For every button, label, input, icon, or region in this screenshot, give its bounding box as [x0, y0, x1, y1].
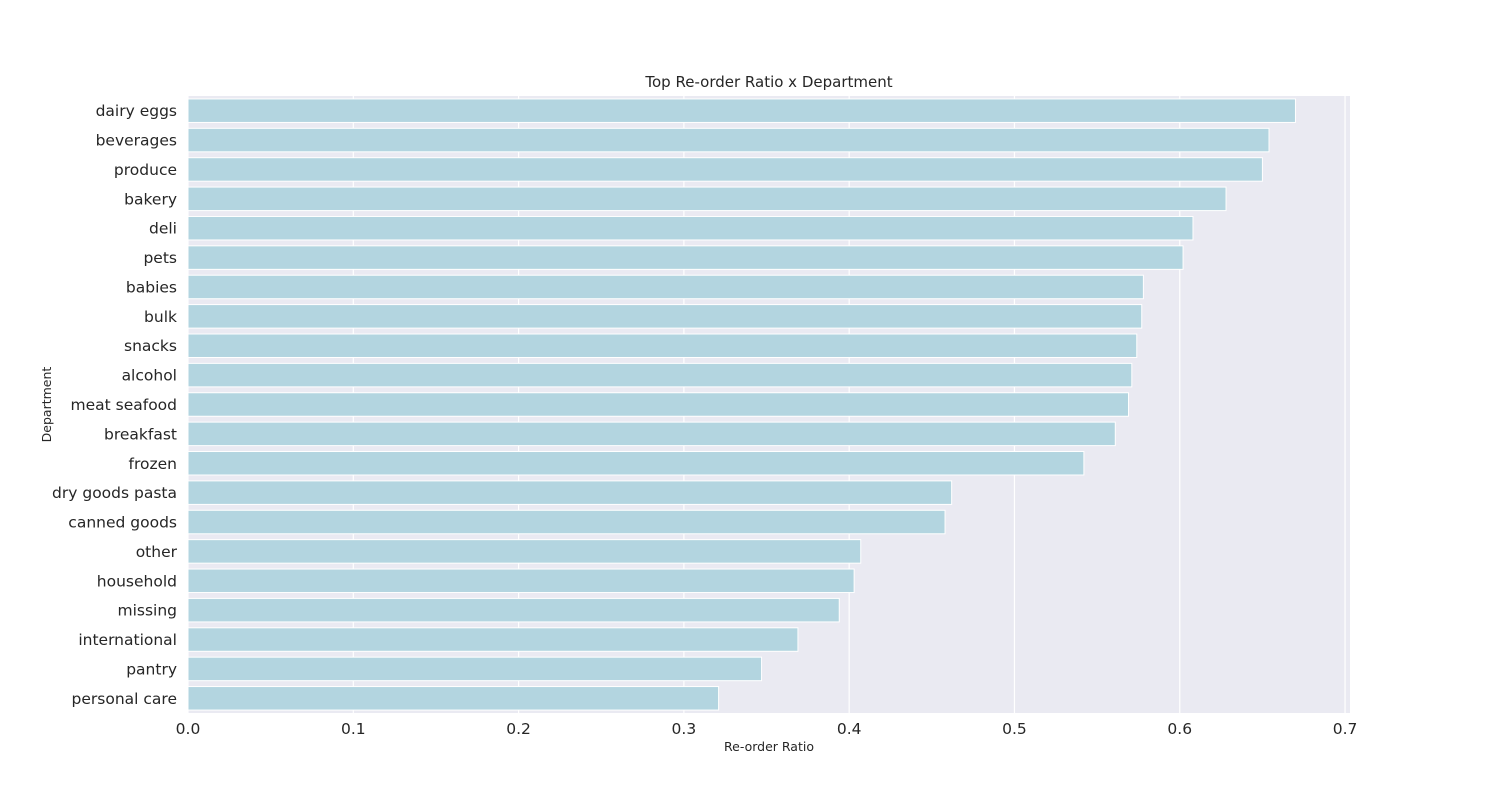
bar: [187, 157, 1263, 182]
bar: [187, 509, 946, 535]
x-tick-labels: 0.0 0.1 0.2 0.3 0.4 0.5 0.6 0.7: [176, 720, 1358, 738]
bar: [187, 362, 1133, 388]
bar: [187, 392, 1130, 417]
y-tick-label: produce: [114, 161, 177, 179]
x-tick-label: 0.4: [837, 720, 862, 738]
x-tick-label: 0.5: [1002, 720, 1027, 738]
y-tick-label: dairy eggs: [96, 102, 177, 120]
y-tick-label: household: [97, 572, 177, 590]
y-tick-label: snacks: [124, 337, 177, 355]
bar: [187, 245, 1184, 270]
x-tick-label: 0.7: [1333, 720, 1358, 738]
bar: [187, 274, 1144, 300]
y-tick-label: dry goods pasta: [52, 484, 177, 502]
y-tick-labels: dairy eggs beverages produce bakery deli pets…: [52, 102, 178, 708]
y-axis-label: Department: [39, 367, 54, 443]
bar: [187, 480, 953, 505]
y-tick-label: canned goods: [68, 514, 177, 532]
y-tick-label: missing: [117, 602, 177, 620]
x-tick-label: 0.0: [176, 720, 201, 738]
bar: [187, 686, 720, 711]
x-tick-label: 0.1: [341, 720, 366, 738]
bars: [187, 98, 1296, 711]
bar: [187, 421, 1116, 447]
y-tick-label: bakery: [124, 190, 177, 208]
y-tick-label: other: [136, 543, 178, 561]
x-axis-label: Re-order Ratio: [724, 739, 814, 754]
bar: [187, 539, 862, 564]
y-tick-label: frozen: [129, 455, 177, 473]
y-tick-label: personal care: [72, 690, 177, 708]
y-tick-label: international: [78, 631, 177, 649]
y-tick-label: alcohol: [122, 367, 177, 385]
chart-title: Top Re-order Ratio x Department: [644, 73, 892, 91]
bar: [187, 568, 855, 594]
y-tick-label: meat seafood: [70, 396, 177, 414]
bar: [187, 656, 763, 682]
bar: [187, 451, 1085, 476]
y-tick-label: bulk: [144, 308, 177, 326]
x-tick-label: 0.6: [1167, 720, 1192, 738]
bar: [187, 186, 1227, 212]
bar: [187, 597, 840, 623]
bar: [187, 98, 1296, 123]
y-tick-label: babies: [126, 278, 177, 296]
x-tick-label: 0.3: [672, 720, 697, 738]
y-tick-label: breakfast: [104, 425, 177, 443]
bar: [187, 333, 1138, 358]
bar: [187, 627, 799, 652]
y-tick-label: beverages: [96, 132, 177, 150]
y-tick-label: pets: [143, 249, 177, 267]
bar: [187, 215, 1194, 241]
x-tick-label: 0.2: [506, 720, 531, 738]
y-tick-label: deli: [149, 220, 177, 238]
y-tick-label: pantry: [126, 660, 177, 678]
bar: [187, 127, 1270, 153]
bar: [187, 304, 1143, 329]
